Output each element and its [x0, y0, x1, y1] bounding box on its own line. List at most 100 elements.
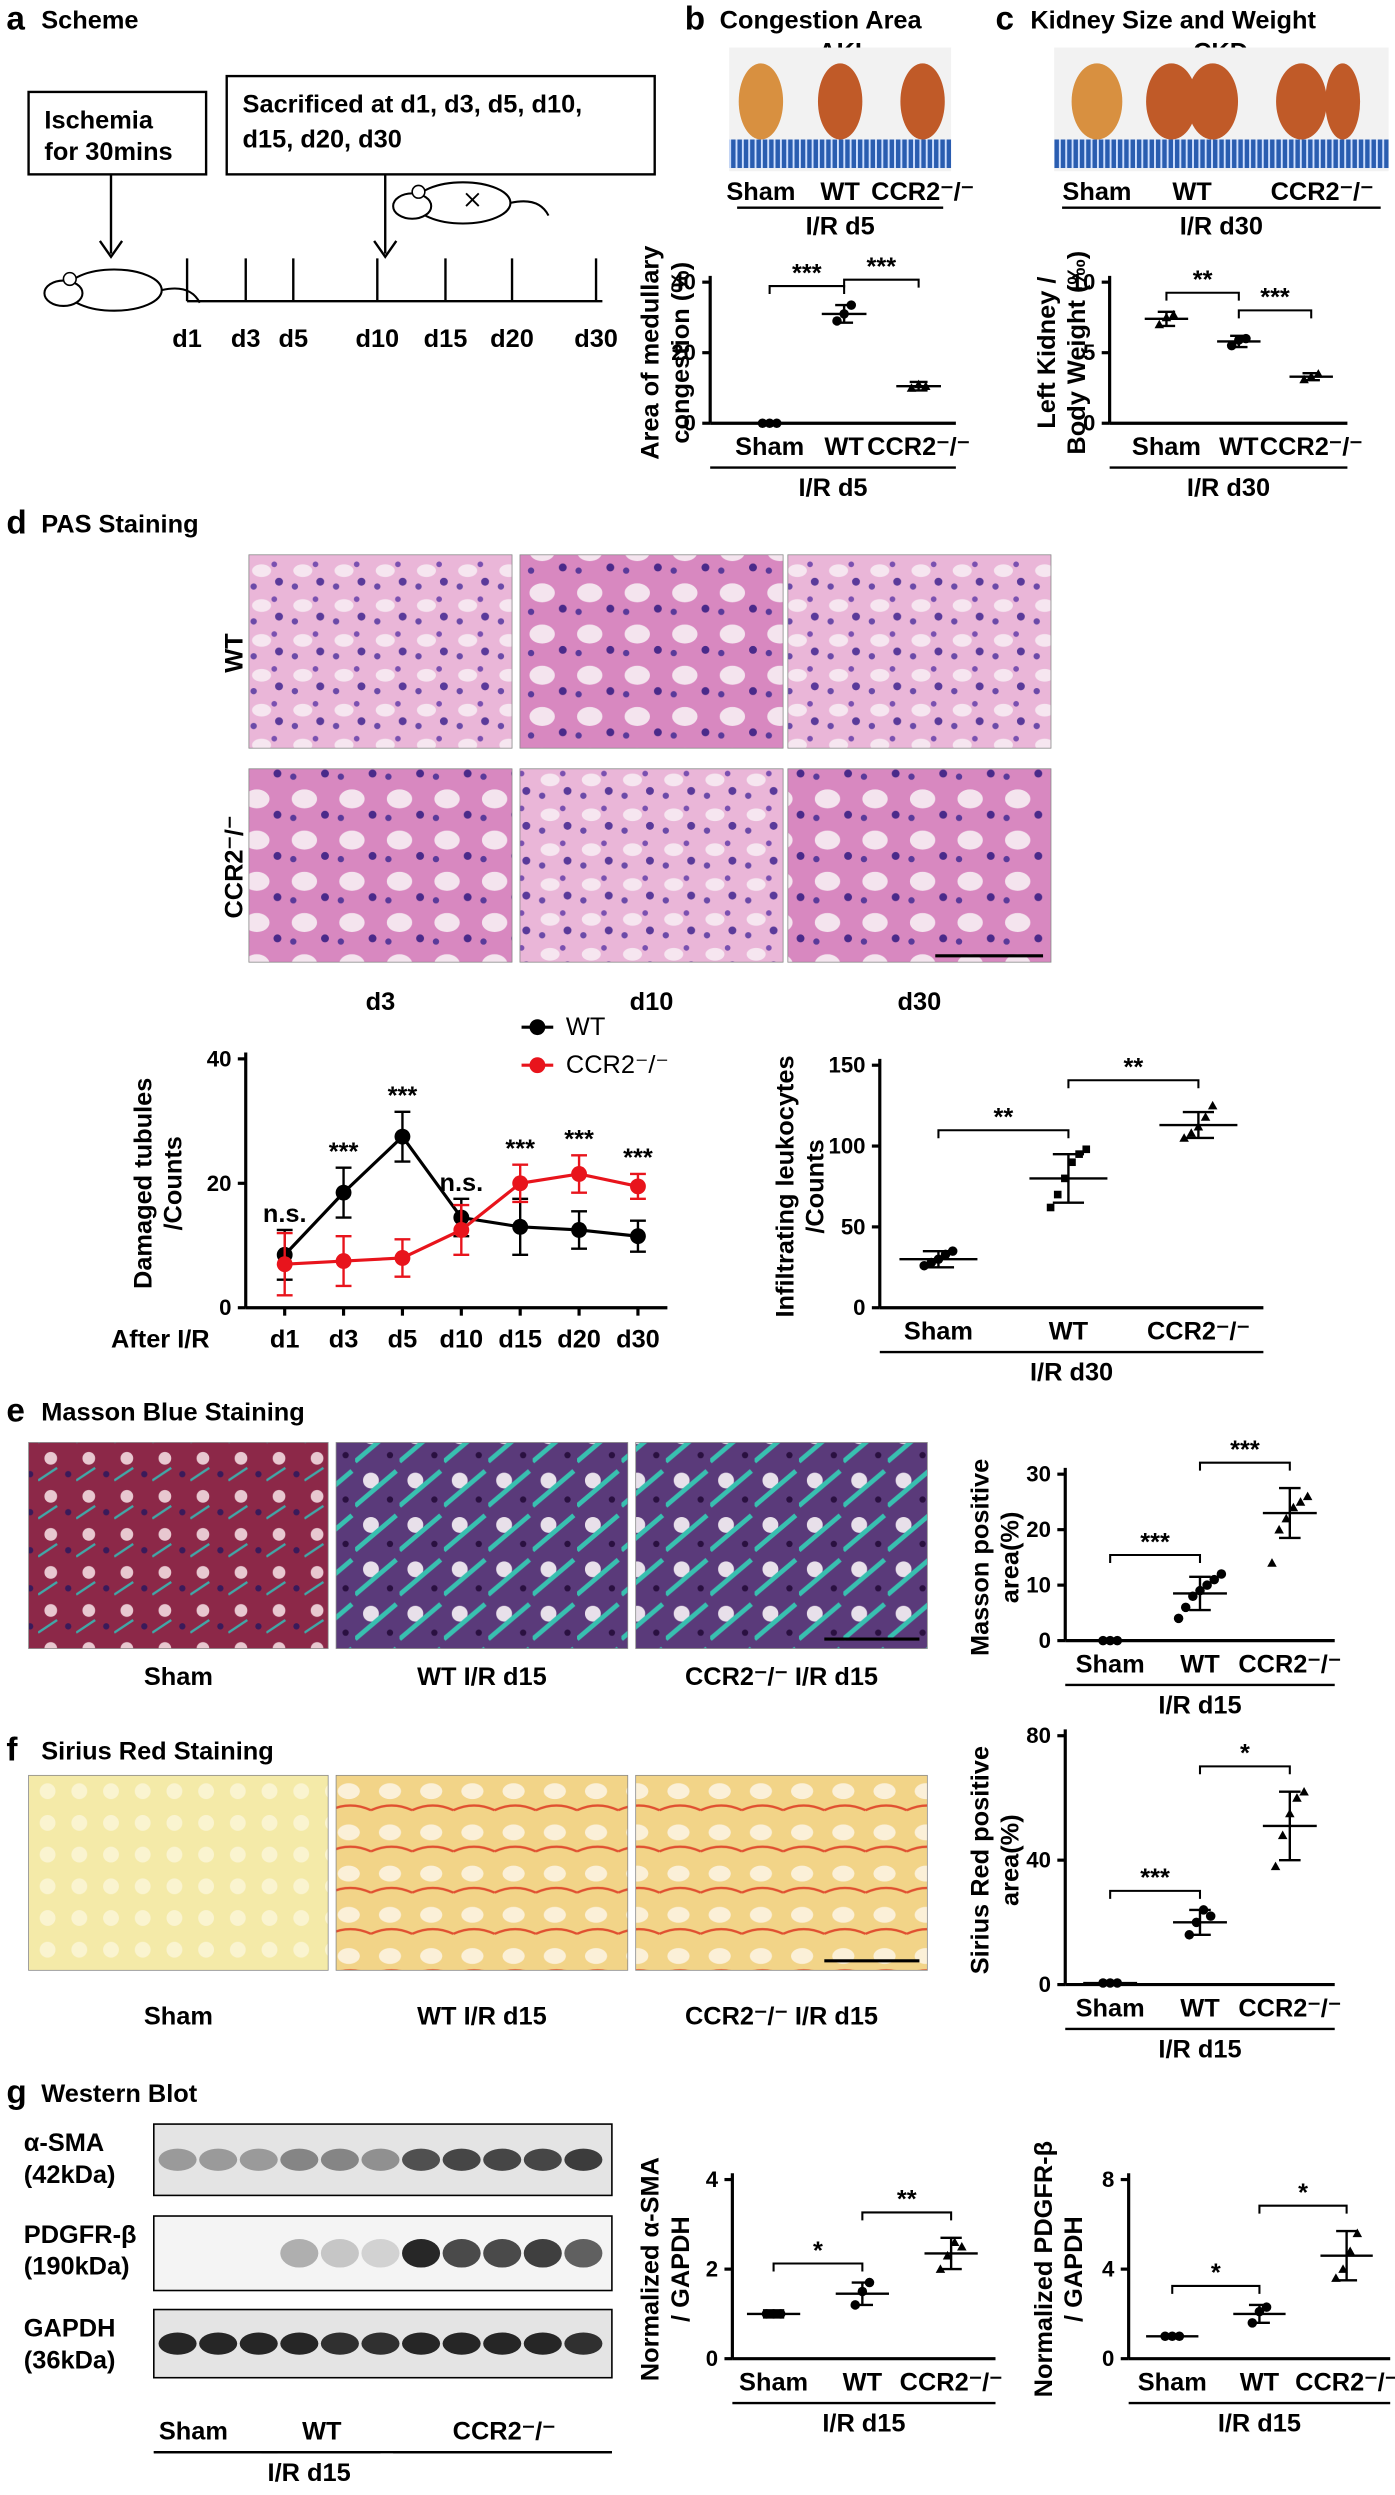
significance-label: ***: [1230, 1436, 1260, 1464]
error-bar: [940, 2236, 962, 2271]
x-tick-label: WT: [1240, 2368, 1280, 2396]
column-label: Sham: [144, 1663, 213, 1691]
masson-image: [635, 1442, 928, 1649]
pas-image: [519, 554, 784, 749]
y-axis-label: /Counts: [160, 1136, 188, 1230]
photo-label: WT: [820, 178, 860, 206]
error-bar: [1189, 1908, 1211, 1937]
column-label: d3: [366, 988, 396, 1016]
error-bar: [1052, 1152, 1085, 1204]
x-tick-label: Sham: [904, 1318, 973, 1346]
kidney: [817, 63, 863, 140]
panel-title: PAS Staining: [41, 511, 198, 539]
blot-band: [442, 2239, 481, 2268]
significance-label: ***: [623, 1144, 653, 1172]
y-tick-label: 4: [1102, 2257, 1115, 2282]
error-bar: [1099, 1980, 1121, 1986]
blot-band: [483, 2239, 522, 2268]
timeline-label: d1: [172, 325, 202, 353]
group-label: I/R d30: [1187, 474, 1270, 502]
y-axis-label: area(%): [997, 1512, 1025, 1604]
masson-image: [28, 1442, 329, 1649]
x-tick-label: d5: [388, 1325, 418, 1353]
panel-letter: a: [6, 1, 25, 38]
blot-band: [361, 2239, 400, 2268]
data-point: [1292, 1793, 1302, 1802]
blot-band: [158, 2148, 197, 2171]
significance-label: *: [1298, 2179, 1308, 2207]
photo-label: WT: [1172, 178, 1212, 206]
kidney: [738, 63, 784, 140]
x-tick-label: d30: [616, 1325, 660, 1353]
x-tick-label: WT: [843, 2368, 883, 2396]
legend-label: WT: [566, 1013, 605, 1041]
pas-image: [248, 554, 513, 749]
error-bar: [1248, 2303, 1270, 2325]
error-bar: [1189, 1575, 1211, 1612]
x-tick-label: CCR2⁻/⁻: [867, 433, 970, 461]
panel-letter: g: [6, 2074, 26, 2111]
significance-label: ***: [792, 259, 822, 287]
legend-marker: [529, 1019, 546, 1036]
y-tick-label: 150: [828, 1053, 865, 1078]
x-tick-label: WT: [1180, 1994, 1220, 2022]
photo-label: Sham: [726, 178, 795, 206]
x-tick-label: CCR2⁻/⁻: [1147, 1318, 1250, 1346]
blot-band: [564, 2332, 603, 2355]
timeline-label: d3: [231, 325, 261, 353]
y-tick-label: 0: [219, 1295, 231, 1320]
arrow-head: [373, 240, 398, 259]
significance-bracket: [1165, 291, 1240, 301]
y-axis-label: Infiltrating leukocytes: [771, 1055, 799, 1317]
error-bar: [1161, 2333, 1183, 2339]
band-label: PDGFR-β: [24, 2221, 137, 2249]
sirius-image: [635, 1774, 928, 1971]
data-point: [957, 2241, 967, 2251]
significance-bracket: [1109, 1889, 1202, 1899]
pas-image: [519, 768, 784, 963]
band-label: GAPDH: [24, 2315, 116, 2343]
data-point: [1053, 1190, 1062, 1199]
y-axis-label: Sirius Red positive: [966, 1746, 994, 1974]
y-tick-label: 40: [1026, 1848, 1051, 1873]
photo-label: CCR2⁻/⁻: [1271, 178, 1374, 206]
significance-bracket: [1171, 2284, 1261, 2294]
x-tick-label: d10: [439, 1325, 483, 1353]
data-point: [1295, 1497, 1306, 1506]
timeline-label: d10: [355, 325, 399, 353]
band-label: α-SMA: [24, 2129, 104, 2157]
y-tick-label: 10: [1071, 270, 1096, 295]
error-bar: [922, 1249, 955, 1269]
y-tick-label: 20: [207, 1171, 232, 1196]
y-tick-label: 20: [1026, 1517, 1051, 1542]
x-tick-label: d3: [329, 1325, 359, 1353]
error-bar: [1336, 2229, 1358, 2282]
sirius-image: [28, 1774, 329, 1971]
significance-label: **: [1124, 1054, 1144, 1082]
blot-band: [361, 2148, 400, 2171]
kidney: [1187, 63, 1239, 140]
data-point: [571, 1222, 587, 1238]
row-label: CCR2⁻/⁻: [221, 816, 249, 919]
data-point: [1082, 1145, 1091, 1154]
error-bar: [1157, 310, 1176, 328]
group-label: CCR2⁻/⁻: [453, 2418, 556, 2446]
y-tick-label: 100: [828, 1134, 865, 1159]
y-axis-label: Body Weight (‰): [1063, 251, 1091, 455]
blot-band: [523, 2332, 562, 2355]
y-axis-label: / GAPDH: [667, 2216, 695, 2322]
data-point: [335, 1184, 352, 1201]
significance-bracket: [1067, 1079, 1200, 1089]
data-point: [1299, 1786, 1309, 1796]
x-tick-label: CCR2⁻/⁻: [1238, 1650, 1341, 1678]
panel-letter: d: [6, 505, 26, 542]
sirius-image: [335, 1774, 629, 1971]
photo-label: CCR2⁻/⁻: [871, 178, 974, 206]
error-bar: [1230, 334, 1248, 349]
significance-bracket: [1237, 309, 1313, 319]
panel-title: Western Blot: [41, 2080, 197, 2108]
column-label: WT I/R d15: [417, 2002, 547, 2030]
y-tick-label: 0: [1083, 411, 1095, 436]
x-tick-label: CCR2⁻/⁻: [1238, 1994, 1341, 2022]
y-axis-label: Masson positive: [966, 1459, 994, 1656]
